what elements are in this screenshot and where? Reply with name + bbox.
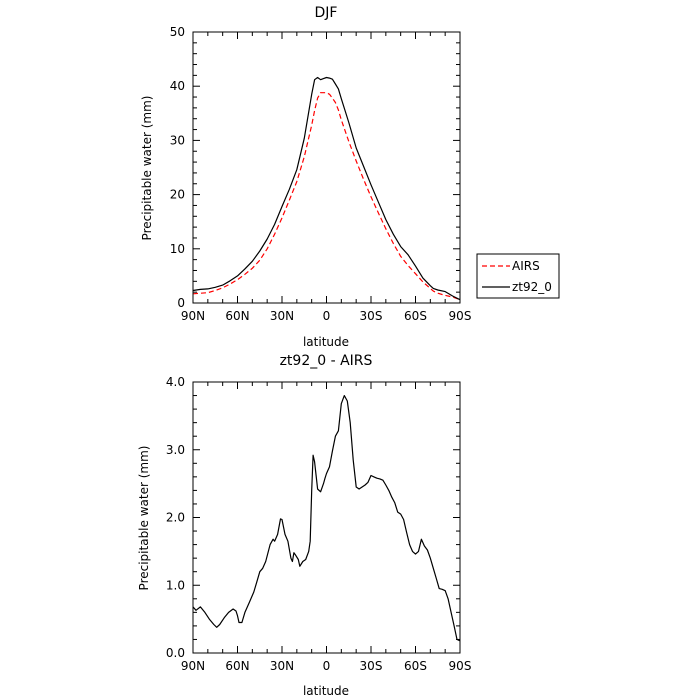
legend-box	[476, 253, 560, 299]
y-tick-label: 3.0	[166, 443, 185, 457]
y-tick-label: 0.0	[166, 646, 185, 660]
x-axis-title: latitude	[303, 335, 349, 349]
ticks-layer: 90N 60N 30N 0 30S 60S 90S 0.0 1.0 2.0 3.0 4.0	[166, 375, 472, 673]
y-tick-label: 30	[170, 133, 185, 147]
panel-difference: zt92_0 - AIRS 90N 60N 30N 0 30S 60S 90S 0.0 1.0 2…	[137, 353, 471, 698]
x-tick-label: 0	[323, 309, 331, 323]
series-line-difference	[192, 395, 461, 642]
x-tick-label: 90N	[181, 309, 205, 323]
legend-label-zt92: zt92_0	[512, 280, 552, 294]
x-tick-label: 30N	[270, 309, 294, 323]
legend-label-airs: AIRS	[512, 259, 540, 273]
chart-title: DJF	[315, 5, 338, 21]
x-axis-title: latitude	[303, 684, 349, 698]
x-tick-label: 30S	[360, 659, 383, 673]
y-tick-label: 0	[177, 296, 185, 310]
y-tick-label: 10	[170, 242, 185, 256]
x-tick-label: 60S	[404, 309, 427, 323]
y-tick-label: 40	[170, 79, 185, 93]
plot-frame	[192, 31, 461, 304]
series-layer	[192, 395, 461, 642]
y-axis-title: Precipitable water (mm)	[137, 446, 151, 591]
y-tick-label: 50	[170, 25, 185, 39]
x-tick-label: 0	[323, 659, 331, 673]
x-tick-label: 30N	[270, 659, 294, 673]
y-axis-title: Precipitable water (mm)	[140, 96, 154, 241]
x-tick-label: 90N	[181, 659, 205, 673]
y-tick-label: 4.0	[166, 375, 185, 389]
y-tick-label: 2.0	[166, 511, 185, 525]
ticks-layer: 90N 60N 30N 0 30S 60S 90S 0 10 20 30 40 50	[170, 25, 472, 323]
x-tick-label: 60N	[225, 659, 249, 673]
series-layer	[192, 76, 461, 301]
x-tick-label: 60N	[225, 309, 249, 323]
chart-title: zt92_0 - AIRS	[280, 353, 373, 369]
series-line-zt92-0	[192, 76, 461, 301]
x-tick-label: 90S	[449, 309, 472, 323]
plot-frame	[192, 381, 461, 654]
x-tick-label: 60S	[404, 659, 427, 673]
x-tick-label: 90S	[449, 659, 472, 673]
panel-djf: DJF 90N 60N 30N 0 30S 60S 90S 0 10 20 30 40 50 latit…	[140, 5, 560, 349]
legend: AIRS zt92_0	[476, 253, 560, 299]
y-tick-label: 20	[170, 188, 185, 202]
x-tick-label: 30S	[360, 309, 383, 323]
series-line-airs	[192, 92, 461, 301]
y-tick-label: 1.0	[166, 578, 185, 592]
